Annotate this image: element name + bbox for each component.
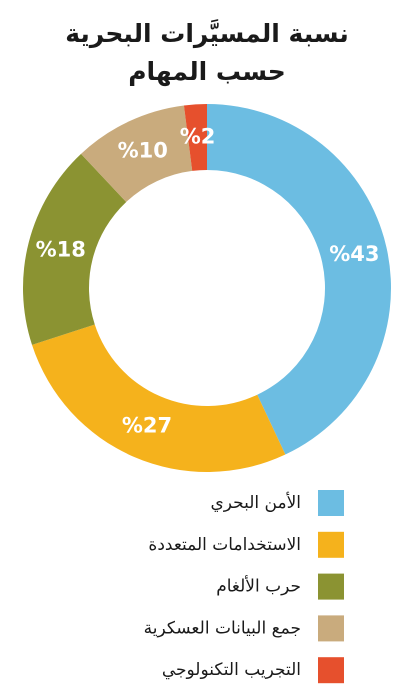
slice-label: %18 <box>36 237 86 261</box>
donut-slice <box>183 104 207 171</box>
donut-slice <box>207 104 392 455</box>
chart-title: نسبة المسيَّرات البحرية <box>65 18 348 49</box>
slice-label: %2 <box>180 124 216 148</box>
chart-title: حسب المهام <box>128 57 286 87</box>
slice-label: %27 <box>122 414 172 438</box>
legend-swatch <box>318 531 344 558</box>
legend-swatch <box>318 657 344 684</box>
slice-label: %43 <box>329 242 379 266</box>
donut-slice <box>81 105 193 202</box>
legend-label: حرب الألغام <box>216 576 301 597</box>
donut-slice <box>23 153 127 345</box>
legend-label: الاستخدامات المتعددة <box>148 535 301 555</box>
legend-label: التجريب التكنولوجي <box>162 660 301 680</box>
legend-swatch <box>318 573 344 600</box>
legend-swatch <box>318 490 344 516</box>
legend-label: الأمن البحري <box>210 492 301 513</box>
slice-label: %10 <box>118 138 168 162</box>
legend-swatch <box>318 615 344 642</box>
legend-label: جمع البيانات العسكرية <box>144 618 301 638</box>
donut-slice <box>32 324 286 473</box>
